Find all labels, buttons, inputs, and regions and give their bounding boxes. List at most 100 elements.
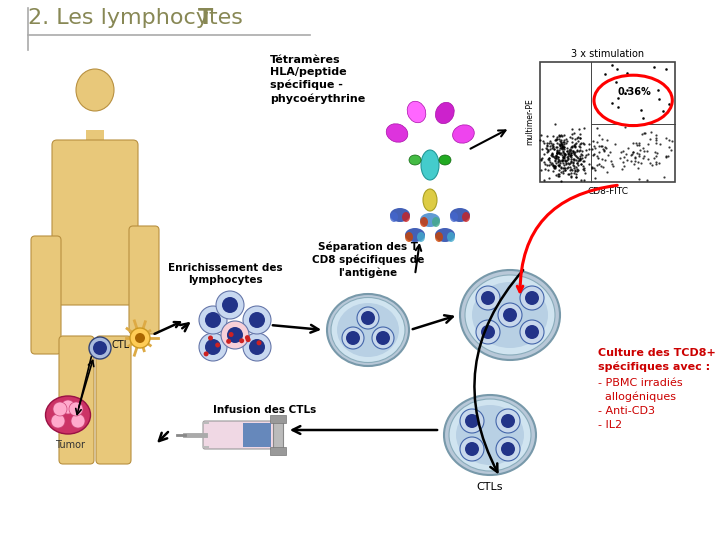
- Point: [558, 139, 570, 148]
- Point: [552, 153, 564, 161]
- Circle shape: [249, 312, 265, 328]
- Point: [625, 151, 636, 160]
- Point: [572, 165, 583, 174]
- Point: [555, 167, 567, 176]
- Point: [561, 147, 572, 156]
- Point: [657, 106, 669, 115]
- Circle shape: [476, 286, 500, 310]
- Text: CD8-FITC: CD8-FITC: [587, 187, 628, 196]
- Point: [596, 154, 608, 163]
- Point: [551, 154, 562, 163]
- Point: [642, 140, 654, 149]
- Circle shape: [93, 341, 107, 355]
- Point: [665, 145, 677, 154]
- Point: [547, 166, 559, 175]
- Bar: [243, 423, 271, 447]
- Point: [580, 146, 591, 154]
- Circle shape: [520, 320, 544, 344]
- Point: [561, 163, 572, 172]
- Point: [559, 151, 570, 160]
- Point: [541, 132, 553, 140]
- Text: Infusion des CTLs: Infusion des CTLs: [213, 405, 317, 415]
- Point: [644, 159, 656, 167]
- Point: [566, 138, 577, 146]
- Point: [663, 143, 675, 152]
- Ellipse shape: [456, 405, 524, 465]
- Text: 3 x stimulation: 3 x stimulation: [571, 49, 644, 59]
- Point: [568, 129, 580, 137]
- Point: [587, 164, 598, 173]
- Point: [566, 143, 577, 151]
- Point: [540, 159, 552, 168]
- Point: [650, 158, 662, 166]
- Ellipse shape: [390, 208, 410, 222]
- Point: [558, 150, 570, 159]
- Point: [553, 166, 564, 175]
- Point: [565, 172, 577, 180]
- Point: [650, 136, 662, 145]
- Point: [555, 148, 567, 157]
- Point: [548, 141, 559, 150]
- Point: [639, 146, 650, 155]
- Point: [549, 145, 560, 154]
- Point: [538, 158, 549, 166]
- Point: [554, 161, 565, 170]
- Point: [573, 142, 585, 151]
- Point: [564, 152, 575, 160]
- Circle shape: [361, 311, 375, 325]
- Ellipse shape: [439, 155, 451, 165]
- Point: [554, 148, 565, 157]
- Point: [543, 174, 554, 183]
- Point: [572, 160, 583, 169]
- Point: [546, 132, 558, 140]
- Ellipse shape: [435, 228, 455, 242]
- Point: [541, 138, 552, 147]
- Point: [562, 137, 573, 145]
- Point: [566, 172, 577, 181]
- Point: [568, 161, 580, 170]
- Point: [572, 154, 584, 163]
- Circle shape: [71, 414, 85, 428]
- Point: [558, 136, 570, 145]
- Point: [554, 131, 565, 140]
- Point: [543, 139, 554, 147]
- Point: [572, 133, 583, 142]
- Point: [534, 136, 546, 144]
- Point: [582, 150, 593, 159]
- Point: [575, 154, 586, 163]
- Point: [606, 99, 618, 107]
- Point: [593, 142, 605, 151]
- Circle shape: [89, 337, 111, 359]
- Point: [611, 78, 622, 87]
- Point: [567, 141, 578, 150]
- Point: [539, 150, 550, 158]
- Circle shape: [501, 442, 515, 456]
- Text: CTLs: CTLs: [477, 482, 503, 492]
- Point: [536, 156, 547, 165]
- Point: [588, 141, 599, 150]
- Point: [557, 146, 569, 155]
- Circle shape: [135, 333, 145, 343]
- Point: [557, 152, 568, 161]
- Point: [554, 132, 566, 140]
- Text: - PBMC irradiés: - PBMC irradiés: [598, 378, 683, 388]
- Bar: [203, 422, 209, 424]
- Point: [577, 139, 589, 147]
- Point: [558, 149, 570, 158]
- Point: [545, 151, 557, 159]
- Circle shape: [228, 332, 233, 337]
- Point: [574, 140, 585, 149]
- Point: [546, 148, 557, 157]
- Point: [546, 152, 557, 160]
- Point: [556, 156, 567, 165]
- Point: [576, 151, 588, 159]
- Ellipse shape: [449, 399, 531, 471]
- Point: [551, 134, 562, 143]
- Point: [660, 152, 672, 160]
- Point: [554, 158, 566, 167]
- Point: [547, 161, 559, 170]
- Point: [554, 142, 565, 151]
- Point: [589, 166, 600, 175]
- Ellipse shape: [432, 217, 440, 227]
- Point: [550, 136, 562, 145]
